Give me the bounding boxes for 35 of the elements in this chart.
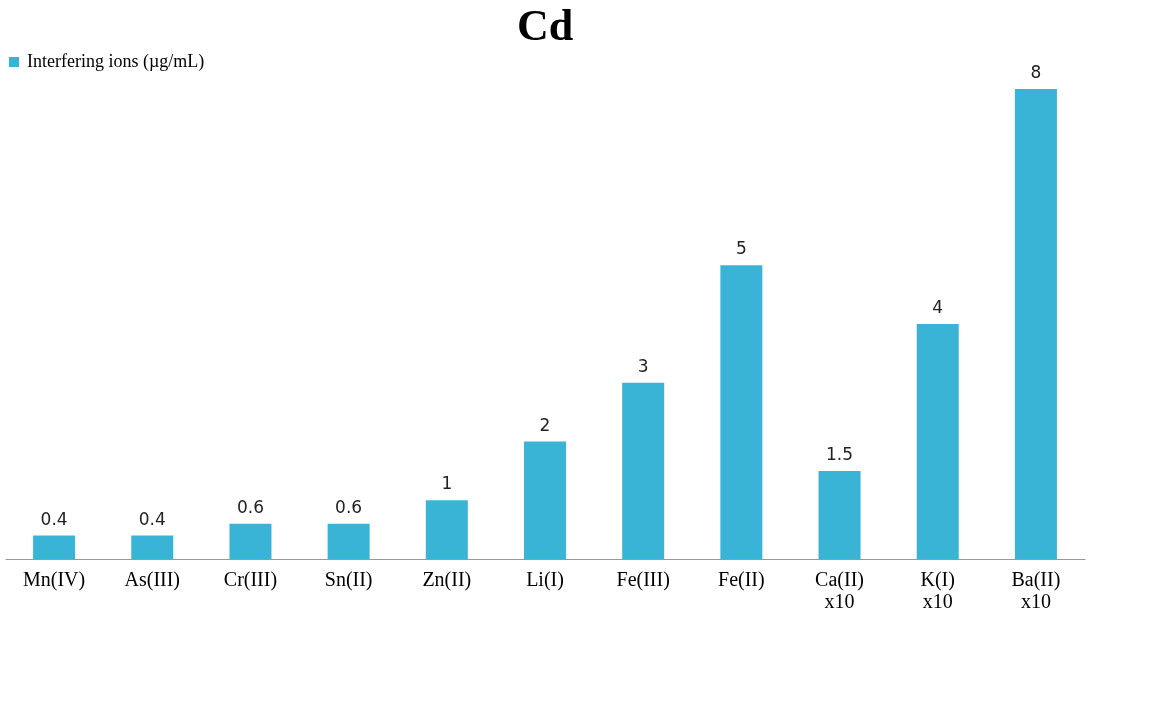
bar — [33, 535, 76, 559]
legend-label: Interfering ions (µg/mL) — [27, 51, 205, 72]
x-tick-label: Ca(II) x10 — [815, 567, 864, 612]
data-label: 0.6 — [335, 496, 363, 517]
bar — [1014, 89, 1057, 559]
bar — [524, 441, 566, 559]
bar — [229, 523, 272, 559]
data-label: 0.4 — [138, 508, 166, 529]
bar — [720, 265, 763, 559]
x-tick-label: Sn(II) — [324, 567, 373, 591]
bar — [916, 324, 959, 559]
data-label: 0.4 — [40, 508, 68, 529]
x-tick-label: Cr(III) — [223, 567, 278, 591]
data-label: 1 — [441, 473, 453, 494]
data-label: 1.5 — [826, 443, 854, 464]
bar — [818, 470, 861, 559]
data-label: 8 — [1030, 62, 1042, 82]
x-tick-label: Li(I) — [526, 567, 564, 591]
x-tick-label: Zn(II) — [422, 567, 472, 591]
bar — [327, 523, 370, 559]
data-label: 0.6 — [236, 496, 264, 517]
x-tick-label: As(III) — [124, 567, 181, 591]
x-tick-label: K(I) x10 — [920, 567, 955, 612]
data-label: 4 — [932, 297, 944, 317]
x-tick-label: Fe(II) — [718, 567, 765, 591]
bar — [425, 500, 468, 559]
x-tick-label: Fe(III) — [616, 567, 670, 591]
bar — [622, 382, 665, 559]
x-tick-label: Ba(II) x10 — [1011, 567, 1061, 612]
data-label: 5 — [735, 238, 747, 259]
bar — [131, 535, 174, 559]
chart-title: Cd — [516, 1, 574, 50]
data-label: 2 — [539, 414, 551, 435]
x-tick-label: Mn(IV) — [22, 567, 86, 591]
data-label: 3 — [637, 355, 649, 376]
